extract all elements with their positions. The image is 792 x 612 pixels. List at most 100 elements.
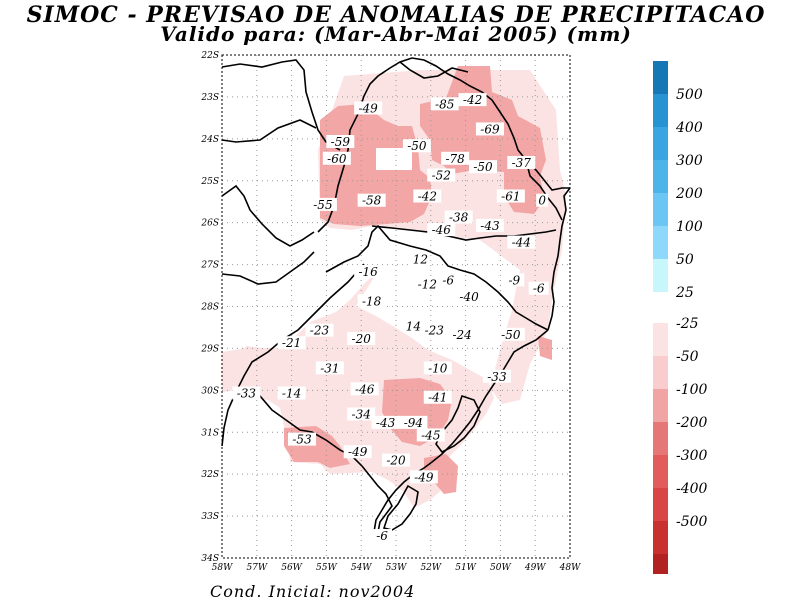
- map-border: [221, 54, 571, 559]
- anomaly-value: -42: [463, 93, 482, 107]
- anomaly-value: 12: [413, 252, 428, 266]
- anomaly-value: -37: [512, 156, 532, 170]
- value-label-bg: [343, 445, 372, 459]
- latitude-tick: 30S: [201, 386, 219, 396]
- anomaly-value: -46: [355, 382, 375, 396]
- coast-rio-grande-do-sul: [373, 329, 549, 533]
- value-label-bg: [357, 193, 386, 207]
- legend-label: 400: [675, 120, 703, 136]
- anomaly-value: -40: [459, 290, 479, 304]
- anomaly-value: -85: [435, 97, 454, 111]
- legend-swatch: [653, 356, 668, 389]
- anomaly-region: [538, 336, 552, 360]
- value-label-bg: [496, 189, 525, 203]
- border-paraguay-west: [221, 119, 317, 143]
- anomaly-value: -50: [407, 139, 427, 153]
- anomaly-value-labels: -49 -85 -42-69-59 -50-60 -78-50 -37-52-42-58-…: [232, 93, 549, 543]
- anomaly-value: -61: [501, 190, 520, 204]
- border-pr-sp: [411, 57, 570, 191]
- latitude-tick: 34S: [201, 554, 219, 564]
- latitude-tick: 26S: [200, 219, 219, 229]
- anomaly-value: -34: [352, 407, 371, 421]
- anomaly-value: -52: [432, 169, 451, 183]
- anomaly-region: [420, 66, 546, 176]
- axis-tick-labels: 22S23S24S25S26S27S28S29S30S31S32S33S34S5…: [200, 51, 581, 573]
- value-label-bg: [354, 101, 383, 115]
- value-label-bg: [372, 529, 393, 543]
- value-label-bg: [427, 168, 456, 182]
- value-label-bg: [354, 264, 383, 278]
- anomaly-value: -24: [452, 328, 471, 342]
- anomaly-value: -33: [237, 387, 257, 401]
- value-label-bg: [448, 327, 477, 341]
- anomaly-value: -45: [421, 428, 440, 442]
- legend-swatch: [653, 389, 668, 422]
- value-label-bg: [410, 252, 431, 266]
- value-label-bg: [382, 453, 410, 467]
- anomaly-value: -46: [432, 223, 452, 237]
- border-argentina-upper: [221, 184, 315, 247]
- value-label-bg: [308, 197, 337, 211]
- longitude-tick: 49W: [524, 563, 546, 573]
- legend-swatch: [653, 422, 668, 455]
- anomaly-value: -69: [480, 122, 500, 136]
- value-label-bg: [455, 290, 484, 304]
- anomaly-value: -44: [512, 236, 531, 250]
- value-label-bg: [350, 382, 379, 396]
- anomaly-value: -33: [487, 370, 507, 384]
- anomaly-value: -16: [358, 265, 378, 279]
- anomaly-value: -20: [352, 332, 372, 346]
- anomaly-value: -38: [449, 210, 469, 224]
- longitude-tick: 48W: [559, 563, 581, 573]
- anomaly-value: 0: [538, 194, 546, 208]
- anomaly-value: -49: [348, 445, 368, 459]
- anomaly-value: -9: [508, 273, 520, 287]
- legend-swatch-bottom: [653, 554, 668, 574]
- initial-condition: Cond. Inicial: nov2004: [210, 582, 416, 601]
- legend-label: 50: [676, 252, 694, 268]
- anomaly-value: -53: [292, 433, 312, 447]
- anomaly-value: -50: [501, 328, 521, 342]
- anomaly-value: -21: [282, 336, 301, 350]
- value-label-bg: [399, 415, 428, 429]
- anomaly-value: -59: [331, 135, 351, 149]
- anomaly-value: -94: [404, 416, 423, 430]
- latitude-tick: 28S: [200, 303, 219, 313]
- latitude-tick: 32S: [201, 470, 219, 480]
- anomaly-value: -49: [358, 101, 378, 115]
- value-label-bg: [458, 93, 487, 107]
- coast-parana: [525, 159, 563, 221]
- legend-label: -50: [676, 349, 699, 365]
- anomaly-value: -10: [428, 361, 448, 375]
- anomaly-region: [222, 348, 250, 392]
- border-argentina-mid: [221, 251, 315, 285]
- border-sc-rs: [459, 269, 549, 331]
- map-subtitle: Valido para: (Mar-Abr-Mai 2005) (mm): [160, 22, 632, 46]
- value-label-bg: [475, 122, 504, 136]
- anomaly-region: [376, 148, 412, 170]
- value-label-bg: [413, 277, 442, 291]
- border-uruguay-river: [325, 224, 461, 273]
- longitude-tick: 50W: [490, 563, 511, 573]
- latitude-tick: 24S: [200, 135, 219, 145]
- latitude-tick: 25S: [200, 177, 219, 187]
- border-rs-argentina: [221, 263, 365, 447]
- anomaly-value: 14: [406, 319, 421, 333]
- value-label-bg: [371, 415, 400, 429]
- legend-swatch-top: [653, 61, 668, 94]
- value-label-bg: [277, 336, 306, 350]
- anomaly-value: -58: [362, 194, 382, 208]
- longitude-tick: 58W: [212, 563, 233, 573]
- legend-label: 100: [676, 219, 703, 235]
- lagoa-mirim: [382, 484, 419, 531]
- value-label-bg: [430, 97, 459, 111]
- legend-label: 300: [676, 153, 703, 169]
- lagoa-dos-patos: [435, 394, 481, 454]
- value-label-bg: [357, 294, 386, 308]
- value-label-bg: [441, 151, 470, 165]
- value-label-bg: [315, 361, 344, 375]
- value-label-bg: [413, 189, 442, 203]
- legend-label: -300: [676, 448, 708, 464]
- anomaly-value: -6: [376, 529, 388, 543]
- value-label-bg: [420, 323, 449, 337]
